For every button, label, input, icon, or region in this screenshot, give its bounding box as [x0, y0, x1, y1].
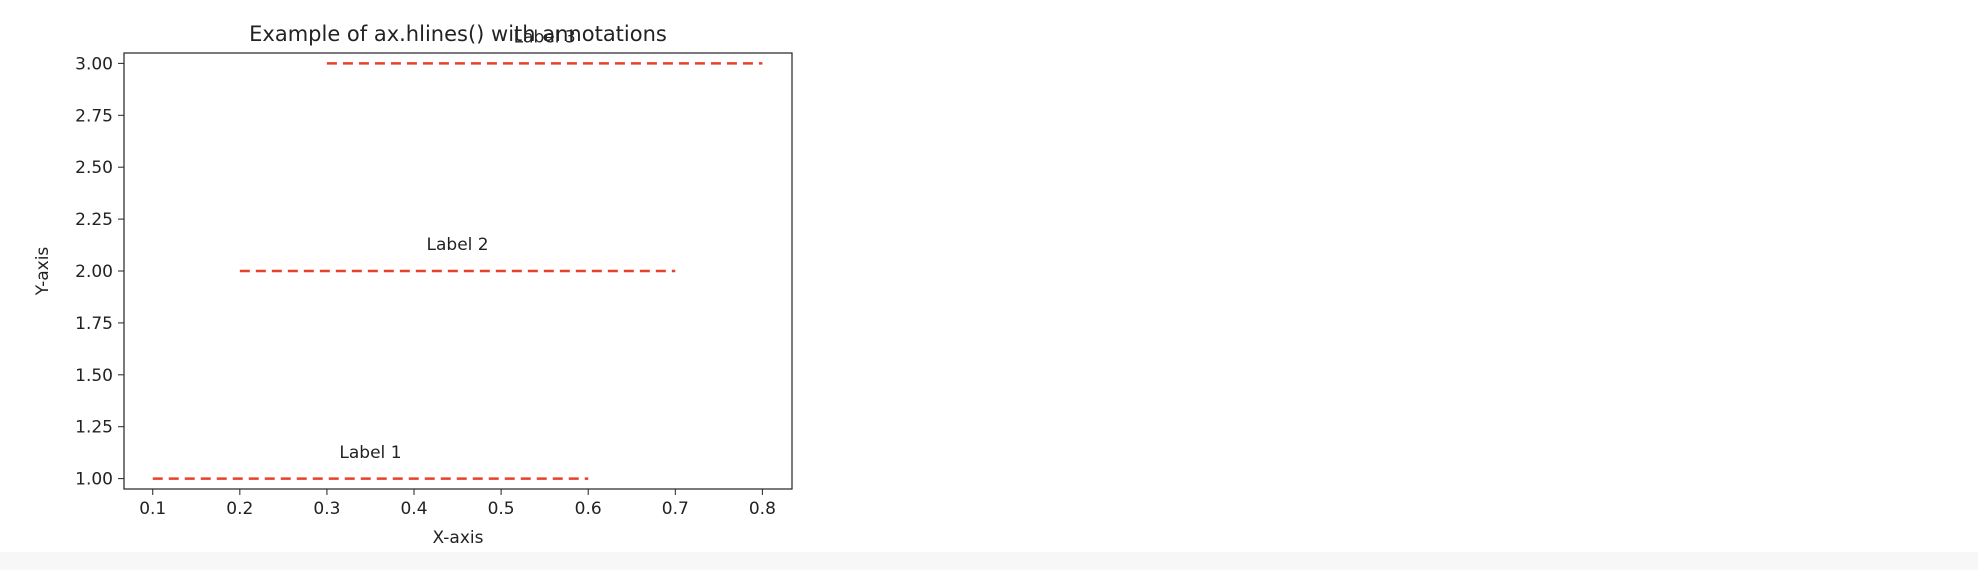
y-tick-label: 1.25	[75, 418, 113, 438]
annotation-label-1: Label 1	[339, 443, 401, 463]
x-tick-label: 0.1	[139, 499, 166, 519]
x-tick-label: 0.2	[226, 499, 253, 519]
annotation-label-2: Label 2	[427, 235, 489, 255]
y-tick-label: 2.75	[75, 106, 113, 126]
x-tick-label: 0.5	[488, 499, 515, 519]
y-tick-label: 1.00	[75, 470, 113, 490]
y-tick-label: 1.75	[75, 314, 113, 334]
y-tick-label: 3.00	[75, 54, 113, 74]
x-axis-label: X-axis	[433, 528, 484, 548]
x-tick-label: 0.3	[313, 499, 340, 519]
y-tick-label: 2.25	[75, 210, 113, 230]
y-tick-label: 1.50	[75, 366, 113, 386]
x-tick-label: 0.7	[662, 499, 689, 519]
annotation-label-3: Label 3	[514, 28, 576, 48]
y-tick-label: 2.00	[75, 262, 113, 282]
x-tick-label: 0.6	[575, 499, 602, 519]
axes-frame	[123, 52, 793, 490]
x-tick-label: 0.4	[400, 499, 427, 519]
output-area-strip	[0, 552, 1978, 570]
x-tick-label: 0.8	[749, 499, 776, 519]
y-tick-label: 2.50	[75, 158, 113, 178]
y-axis-label: Y-axis	[33, 247, 53, 297]
chart-title: Example of ax.hlines() with annotations	[249, 22, 667, 46]
plot-layer: 0.1 0.2 0.3 0.4 0.5 0.6 0.7 0.8 1.00 1.25 1.50 1.75…	[33, 22, 793, 548]
